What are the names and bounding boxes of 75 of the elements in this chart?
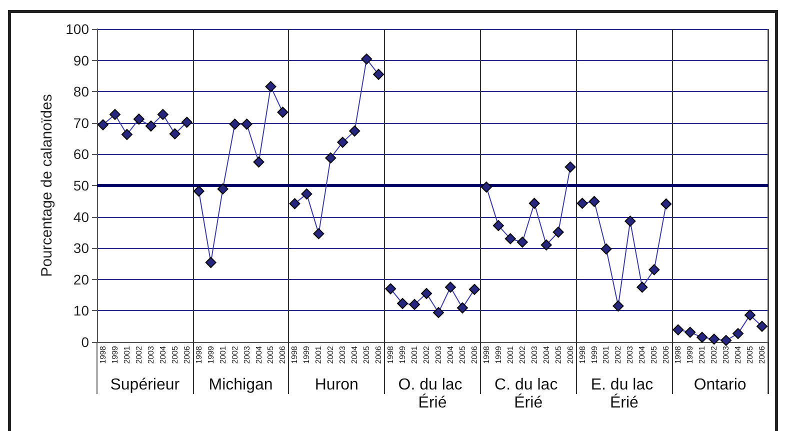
x-tick-label: 2003 xyxy=(626,345,635,364)
x-tick-label: 2002 xyxy=(614,345,623,364)
x-tick-label: 2003 xyxy=(146,345,156,364)
x-tick-label: 2006 xyxy=(470,345,479,364)
x-tick-label: 2004 xyxy=(446,345,455,364)
text: C. du lac Érié xyxy=(494,376,562,412)
x-tick-label: 1998 xyxy=(98,345,108,364)
y-tick-label: 80 xyxy=(73,84,90,100)
x-tick-label: 2005 xyxy=(362,345,372,364)
text: Ontario xyxy=(694,376,746,394)
x-tick-label: 2003 xyxy=(722,345,731,364)
x-tick-label: 1999 xyxy=(302,345,312,364)
x-tick-label: 2005 xyxy=(554,345,563,364)
x-tick-label: 2006 xyxy=(278,345,288,364)
text: Huron xyxy=(314,376,358,394)
x-tick-label: 2001 xyxy=(698,345,707,364)
x-tick-label: 2005 xyxy=(458,345,467,364)
x-tick-label: 2003 xyxy=(338,345,348,364)
x-tick-label: 1999 xyxy=(590,345,599,364)
text: Michigan xyxy=(208,376,273,394)
y-tick-label: 30 xyxy=(73,240,90,256)
x-tick-label: 1998 xyxy=(386,345,396,364)
y-tick-label: 10 xyxy=(73,302,90,319)
x-tick-label: 2002 xyxy=(422,345,432,364)
x-tick-label: 2002 xyxy=(134,345,144,364)
x-tick-label: 2004 xyxy=(734,345,743,364)
x-tick-label: 2004 xyxy=(158,345,168,364)
x-tick-label: 2004 xyxy=(638,345,647,364)
x-tick-label: 1998 xyxy=(674,345,683,364)
x-tick-label: 2003 xyxy=(434,345,443,364)
x-tick-label: 2005 xyxy=(650,345,659,364)
x-tick-label: 2002 xyxy=(518,345,527,364)
x-tick-label: 1998 xyxy=(482,345,491,364)
x-tick-label: 2005 xyxy=(266,345,276,364)
x-tick-label: 2001 xyxy=(314,345,324,364)
y-tick-label: 60 xyxy=(73,146,90,162)
x-tick-label: 2006 xyxy=(566,345,575,364)
x-tick-label: 2001 xyxy=(218,345,228,364)
x-tick-label: 1999 xyxy=(110,345,120,364)
y-tick-label: 20 xyxy=(73,271,90,288)
text: E. du lac Érié xyxy=(590,376,658,412)
x-tick-label: 2002 xyxy=(710,345,719,364)
text: O. du lac Érié xyxy=(398,376,467,412)
x-tick-label: 2001 xyxy=(506,345,515,364)
x-tick-label: 2002 xyxy=(230,345,240,364)
x-tick-label: 2004 xyxy=(350,345,360,364)
x-tick-label: 1998 xyxy=(194,345,204,364)
x-tick-label: 2002 xyxy=(326,345,336,364)
x-tick-label: 2006 xyxy=(182,345,192,364)
x-tick-label: 1999 xyxy=(686,345,695,364)
x-tick-label: 1998 xyxy=(290,345,300,364)
x-tick-label: 2004 xyxy=(254,345,264,364)
y-tick-label: 0 xyxy=(81,334,90,350)
y-tick-label: 70 xyxy=(73,114,90,131)
x-tick-label: 2006 xyxy=(758,345,767,364)
x-tick-label: 1998 xyxy=(578,345,587,364)
x-tick-label: 2004 xyxy=(542,345,551,364)
text: Supérieur xyxy=(110,376,180,394)
x-tick-label: 1999 xyxy=(398,345,408,364)
x-tick-label: 1999 xyxy=(206,345,216,364)
x-tick-label: 2001 xyxy=(602,345,611,364)
y-tick-label: 40 xyxy=(73,208,90,225)
x-tick-label: 2003 xyxy=(530,345,539,364)
x-tick-label: 1999 xyxy=(494,345,503,364)
x-tick-label: 2001 xyxy=(122,345,132,364)
x-tick-label: 2003 xyxy=(242,345,252,364)
x-tick-label: 2006 xyxy=(374,345,384,364)
x-tick-label: 2001 xyxy=(410,345,420,364)
x-tick-label: 2005 xyxy=(746,345,755,364)
y-tick-label: 100 xyxy=(66,21,90,37)
x-tick-label: 2006 xyxy=(662,345,671,364)
y-axis-title: Pourcentage de calanoïdes xyxy=(38,94,56,277)
x-tick-label: 2005 xyxy=(170,345,180,364)
y-tick-label: 50 xyxy=(73,178,90,194)
y-tick-label: 90 xyxy=(73,52,90,68)
